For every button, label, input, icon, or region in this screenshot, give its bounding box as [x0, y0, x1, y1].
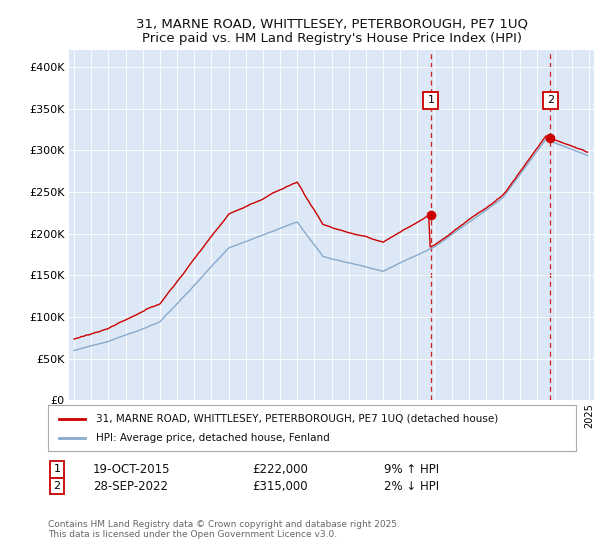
Text: 1: 1: [53, 464, 61, 474]
Text: £315,000: £315,000: [252, 479, 308, 493]
Text: 9% ↑ HPI: 9% ↑ HPI: [384, 463, 439, 476]
Text: 2% ↓ HPI: 2% ↓ HPI: [384, 479, 439, 493]
Text: 1: 1: [427, 95, 434, 105]
Text: Contains HM Land Registry data © Crown copyright and database right 2025.
This d: Contains HM Land Registry data © Crown c…: [48, 520, 400, 539]
Text: HPI: Average price, detached house, Fenland: HPI: Average price, detached house, Fenl…: [95, 433, 329, 443]
Text: 2: 2: [53, 481, 61, 491]
Text: 31, MARNE ROAD, WHITTLESEY, PETERBOROUGH, PE7 1UQ (detached house): 31, MARNE ROAD, WHITTLESEY, PETERBOROUGH…: [95, 414, 498, 424]
Text: 2: 2: [547, 95, 554, 105]
Text: 28-SEP-2022: 28-SEP-2022: [93, 479, 168, 493]
Text: £222,000: £222,000: [252, 463, 308, 476]
Title: 31, MARNE ROAD, WHITTLESEY, PETERBOROUGH, PE7 1UQ
Price paid vs. HM Land Registr: 31, MARNE ROAD, WHITTLESEY, PETERBOROUGH…: [136, 17, 527, 45]
Text: 19-OCT-2015: 19-OCT-2015: [93, 463, 170, 476]
